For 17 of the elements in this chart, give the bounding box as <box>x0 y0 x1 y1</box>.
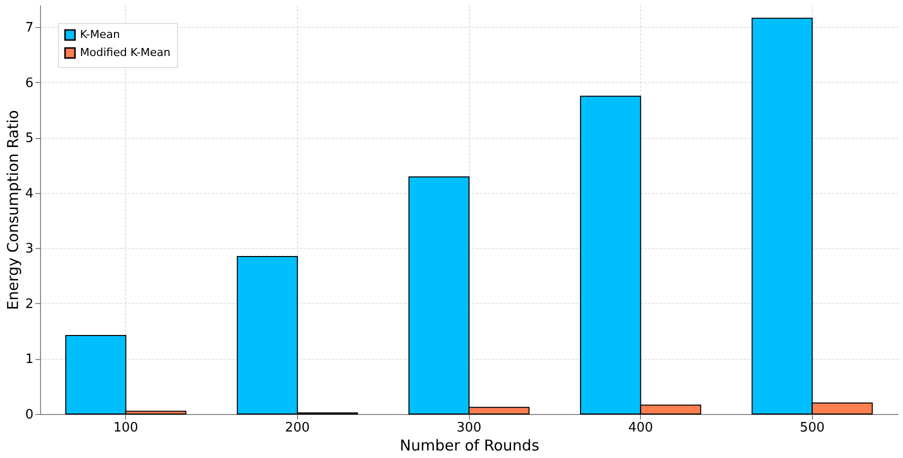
legend-label: Modified K-Mean <box>80 46 170 59</box>
y-tick-label: 6 <box>25 76 34 91</box>
y-tick-label: 7 <box>25 20 34 36</box>
y-tick-label: 2 <box>25 296 34 312</box>
x-tick-label: 500 <box>800 420 825 436</box>
y-tick-label: 3 <box>25 242 34 257</box>
x-axis-title: Number of Rounds <box>400 436 540 454</box>
y-axis-title: Energy Consumption Ratio <box>4 110 22 310</box>
x-tick-label: 400 <box>628 420 654 436</box>
x-tick-label: 300 <box>456 420 482 436</box>
x-tick-label: 200 <box>284 420 310 436</box>
legend-label: K-Mean <box>80 28 120 41</box>
y-tick-label: 0 <box>25 408 34 422</box>
y-tick-label: 1 <box>25 352 34 368</box>
y-tick-label: 4 <box>25 186 34 202</box>
y-tick-label: 5 <box>25 131 34 146</box>
x-tick-label: 100 <box>113 420 138 436</box>
